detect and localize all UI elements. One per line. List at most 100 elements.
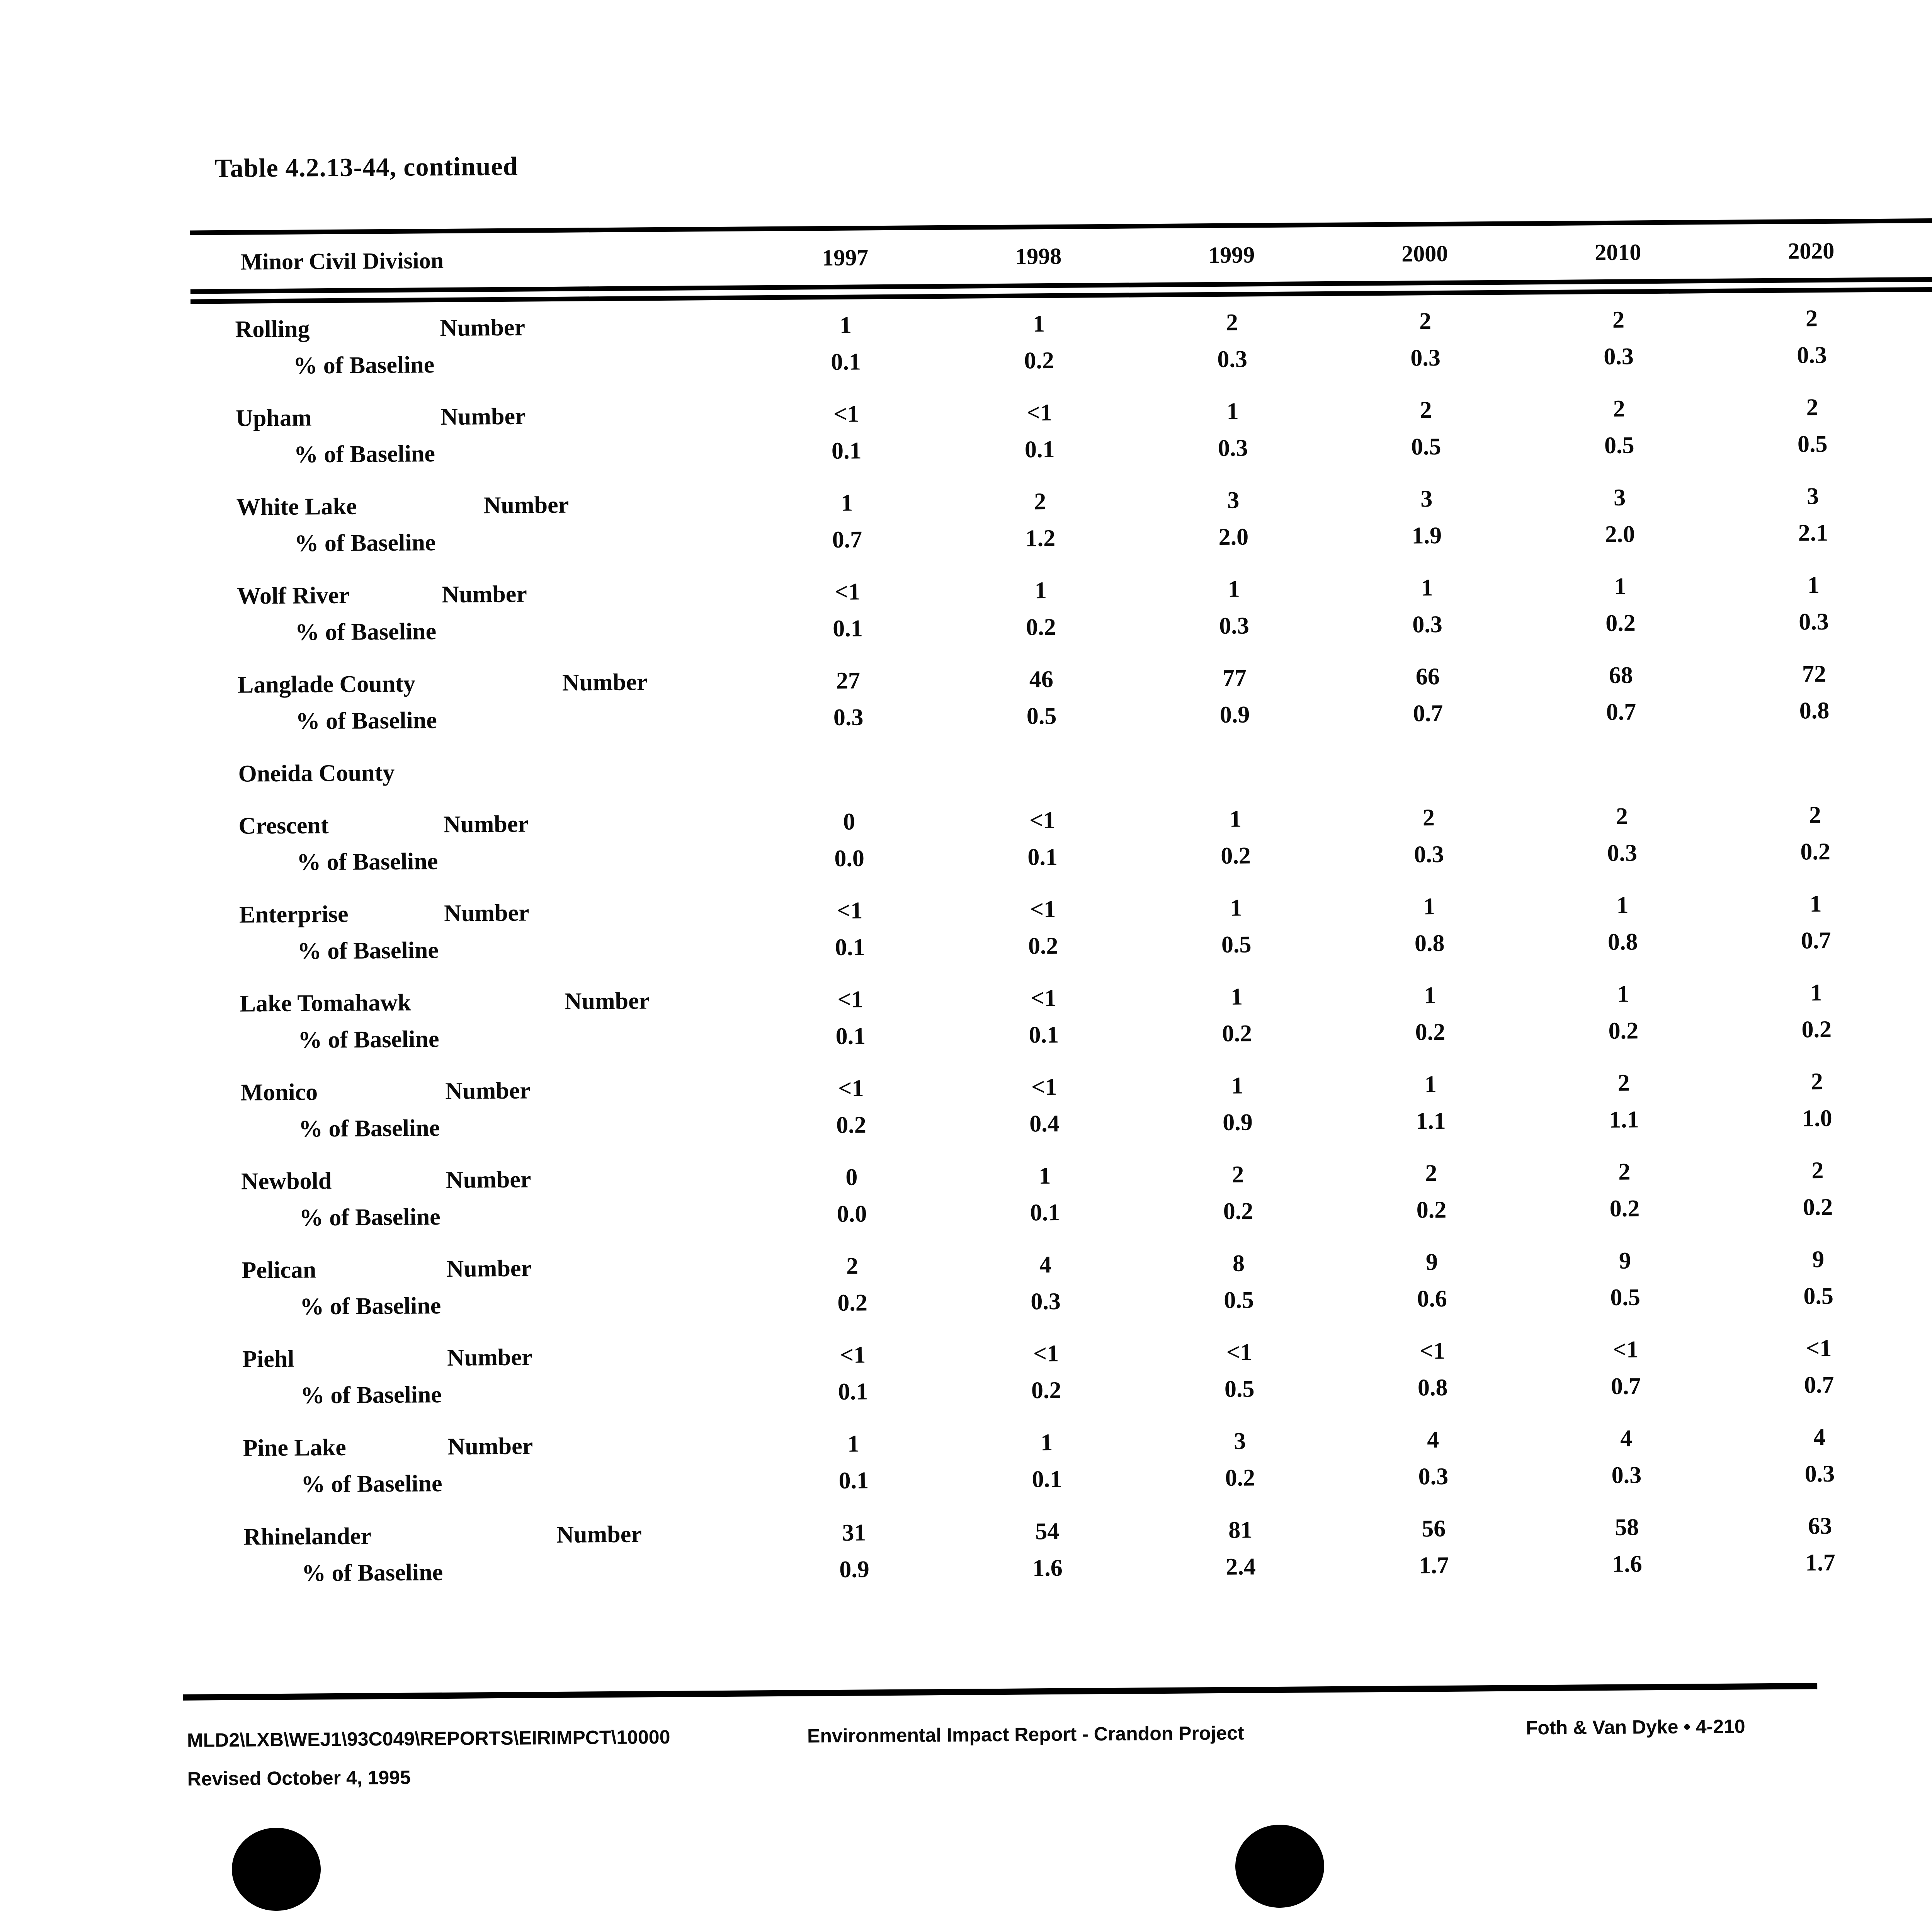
- row-label-cell: Oneida County: [194, 757, 752, 788]
- row-label-cell: % of Baseline: [197, 1290, 756, 1321]
- cell-value: 2.1: [1798, 519, 1828, 546]
- cell-value: 1: [1040, 1429, 1053, 1456]
- cell-value: 0.1: [838, 1467, 869, 1494]
- cell-value: 0.1: [1910, 517, 1932, 546]
- cell-value: 0.2: [1416, 1196, 1447, 1223]
- cell-value: 0.2: [1031, 1377, 1061, 1404]
- column-header-year: 2010: [1595, 239, 1641, 265]
- row-label-number: Number: [446, 1166, 531, 1193]
- row-label-cell: % of Baseline: [199, 1556, 758, 1588]
- row-label-baseline: % of Baseline: [294, 441, 435, 468]
- row-label-baseline: % of Baseline: [299, 1204, 440, 1231]
- cell-value: 1: [839, 312, 852, 339]
- cell-value: 81: [1228, 1517, 1253, 1543]
- cell-value: 0.9: [1219, 701, 1250, 728]
- row-label-cell: % of Baseline: [199, 1468, 757, 1499]
- cell-value: 0.2: [1415, 1019, 1446, 1046]
- division-name: Wolf River: [237, 582, 350, 609]
- cell-value: 1: [1421, 575, 1434, 601]
- cell-value: 2: [1226, 309, 1238, 336]
- row-label-number: Number: [447, 1344, 532, 1371]
- row-label-baseline: % of Baseline: [298, 1115, 440, 1142]
- row-label-cell: Langlade County Number: [193, 668, 752, 699]
- cell-value: 1.6: [1032, 1555, 1063, 1582]
- cell-value: 1: [847, 1431, 860, 1457]
- column-header-year: 1997: [822, 244, 869, 270]
- row-label-cell: % of Baseline: [196, 1112, 755, 1143]
- row-label-cell: % of Baseline: [196, 1023, 754, 1055]
- column-header-year: 2000: [1401, 240, 1448, 267]
- cell-value: 1.2: [1025, 525, 1056, 552]
- cell-value: 1: [1039, 1163, 1051, 1189]
- row-label-number: Number: [444, 900, 529, 927]
- cell-value: 3: [1806, 483, 1819, 510]
- cell-value: 8: [1232, 1250, 1245, 1277]
- cell-value: 0: [1913, 977, 1932, 1006]
- row-label-cell: % of Baseline: [193, 616, 751, 647]
- cell-value: 0.3: [1218, 435, 1248, 461]
- column-header-year: 2030: [1908, 235, 1932, 263]
- table-row-group: Langlade CountyNumber27467766687231% of …: [193, 652, 1932, 740]
- cell-value: <1: [1030, 896, 1056, 923]
- cell-value: 0.0: [834, 845, 865, 872]
- division-name: Pine Lake: [243, 1434, 346, 1461]
- cell-value: 0: [1908, 303, 1932, 332]
- table-body: Rolling Number 1 1 2 2 2 2 0 0 % of Baseline 0.1 0.2…: [190, 289, 1932, 1593]
- cell-value: 0.0: [1912, 836, 1932, 865]
- cell-value: 0.1: [1032, 1466, 1062, 1493]
- cell-value: 0.3: [1219, 612, 1249, 639]
- cell-value: <1: [1033, 1340, 1059, 1367]
- cell-value: 9: [1425, 1249, 1438, 1276]
- cell-value: 0.8: [1417, 1374, 1448, 1401]
- footer-rule: [183, 1683, 1818, 1701]
- division-name: Newbold: [241, 1168, 332, 1195]
- cell-value: 2: [1811, 1157, 1824, 1184]
- cell-value: 1.1: [1609, 1106, 1639, 1133]
- row-label-cell: Pelican Number: [197, 1253, 755, 1284]
- cell-value: 0: [1912, 799, 1932, 828]
- row-label-baseline: % of Baseline: [301, 1470, 442, 1498]
- cell-value: <1: [837, 897, 863, 924]
- row-label-number: Number: [442, 581, 527, 608]
- cell-value: 2: [1419, 308, 1432, 335]
- cell-value: 2: [1612, 306, 1625, 333]
- cell-value: 0.2: [1024, 347, 1054, 374]
- row-label-cell: % of Baseline: [192, 438, 750, 469]
- cell-value: 0.7: [832, 526, 862, 553]
- cell-value: 0: [1916, 1422, 1932, 1450]
- cell-value: 0: [1915, 1244, 1932, 1272]
- cell-value: 0.0: [1914, 1103, 1932, 1131]
- cell-value: 0.2: [1221, 842, 1251, 869]
- cell-value: 0.2: [1026, 614, 1056, 641]
- cell-value: 0.2: [1800, 838, 1831, 865]
- cell-value: 0.0: [837, 1201, 867, 1227]
- row-label-cell: White Lake Number: [192, 490, 750, 521]
- cell-value: 0.7: [1804, 1371, 1834, 1398]
- cell-value: 0.9: [1222, 1109, 1253, 1136]
- cell-value: 0.5: [1224, 1376, 1255, 1402]
- cell-value: 2.4: [1225, 1553, 1256, 1580]
- row-label-cell: Crescent Number: [194, 809, 752, 840]
- cell-value: 0.3: [1217, 346, 1248, 373]
- cell-value: 2: [1618, 1158, 1631, 1185]
- cell-value: 56: [1422, 1515, 1446, 1542]
- row-label-cell: Lake Tomahawk Number: [195, 987, 753, 1018]
- cell-value: 0.4: [1029, 1110, 1060, 1137]
- cell-value: 0.3: [1611, 1462, 1642, 1488]
- cell-value: 1: [1230, 895, 1242, 921]
- cell-value: 3: [1917, 1511, 1932, 1539]
- cell-value: 2: [1616, 803, 1628, 830]
- section-row: Oneida County: [194, 741, 1932, 793]
- cell-value: 3: [1911, 658, 1932, 687]
- row-label-cell: Newbold Number: [197, 1164, 755, 1196]
- division-name: Pelican: [242, 1257, 316, 1284]
- row-label-cell: Enterprise Number: [195, 898, 753, 929]
- row-label-baseline: % of Baseline: [297, 937, 439, 964]
- cell-value: 9: [1619, 1247, 1631, 1274]
- cell-value: <1: [837, 986, 864, 1013]
- cell-value: 0.5: [1224, 1287, 1254, 1313]
- cell-value: <1: [833, 401, 859, 427]
- cell-value: 46: [1029, 666, 1054, 693]
